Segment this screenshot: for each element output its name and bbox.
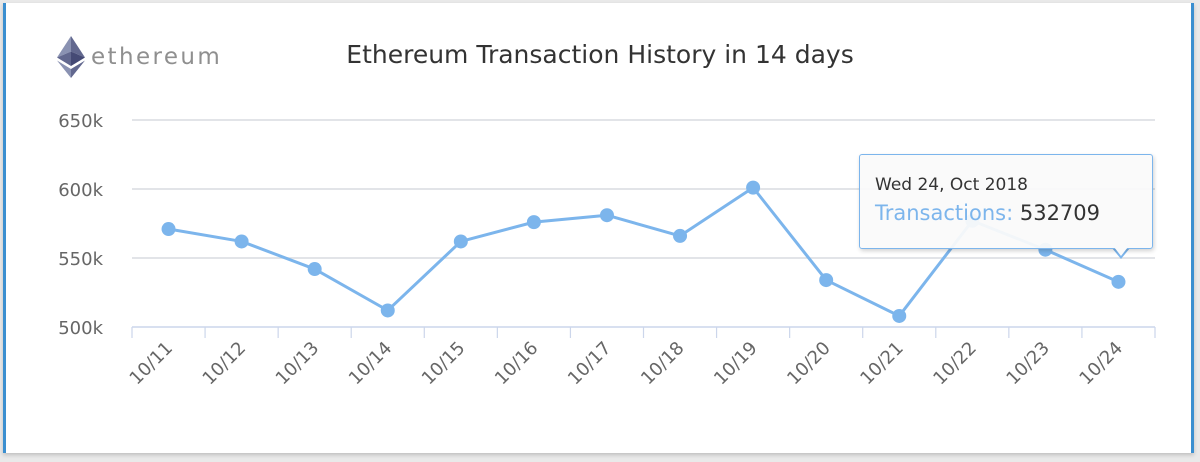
ethereum-diamond-icon bbox=[57, 36, 85, 78]
x-tick-label: 10/12 bbox=[199, 338, 251, 390]
x-tick-label: 10/19 bbox=[710, 338, 762, 390]
data-point[interactable] bbox=[892, 308, 907, 323]
x-tick-label: 10/11 bbox=[126, 338, 178, 390]
data-point[interactable] bbox=[819, 273, 834, 288]
data-point[interactable] bbox=[599, 208, 614, 223]
y-tick-label: 650k bbox=[58, 111, 103, 132]
x-tick-label: 10/18 bbox=[637, 338, 689, 390]
logo-text: ethereum bbox=[91, 44, 223, 70]
x-axis: 10/11 10/12 10/13 10/14 10/15 10/16 10/17 10/18… bbox=[126, 326, 1156, 390]
data-point[interactable] bbox=[453, 234, 468, 249]
x-tick-label: 10/17 bbox=[564, 338, 616, 390]
y-axis: 500k 550k 600k 650k bbox=[58, 111, 103, 339]
data-point[interactable] bbox=[307, 262, 322, 277]
ethereum-logo: ethereum bbox=[57, 36, 222, 78]
y-tick-label: 600k bbox=[58, 180, 103, 201]
x-tick-label: 10/22 bbox=[929, 338, 981, 390]
x-tick-label: 10/20 bbox=[783, 338, 835, 390]
x-tick-label: 10/24 bbox=[1075, 338, 1127, 390]
x-tick-label: 10/16 bbox=[491, 338, 543, 390]
data-point[interactable] bbox=[746, 180, 761, 195]
y-tick-label: 500k bbox=[58, 318, 103, 339]
tooltip-label: Transactions: bbox=[875, 201, 1014, 225]
x-tick-label: 10/21 bbox=[856, 338, 908, 390]
data-point[interactable] bbox=[161, 222, 176, 237]
x-tick-label: 10/13 bbox=[272, 338, 324, 390]
data-point[interactable] bbox=[234, 234, 249, 249]
y-tick-label: 550k bbox=[58, 249, 103, 270]
tooltip-value: 532709 bbox=[1019, 201, 1101, 225]
data-point[interactable] bbox=[380, 303, 395, 318]
x-tick-label: 10/23 bbox=[1002, 338, 1054, 390]
tooltip-date: Wed 24, Oct 2018 bbox=[875, 175, 1028, 195]
chart-title: Ethereum Transaction History in 14 days bbox=[346, 40, 854, 69]
tooltip-pointer-fill bbox=[1114, 247, 1128, 256]
x-tick-label: 10/14 bbox=[345, 338, 397, 390]
data-point[interactable] bbox=[1111, 274, 1126, 289]
data-point[interactable] bbox=[526, 215, 541, 230]
x-tick-label: 10/15 bbox=[418, 338, 470, 390]
tooltip: Wed 24, Oct 2018 Transactions: 532709 bbox=[859, 154, 1153, 249]
tooltip-value-line: Transactions: 532709 bbox=[875, 201, 1152, 225]
data-point[interactable] bbox=[673, 228, 688, 243]
